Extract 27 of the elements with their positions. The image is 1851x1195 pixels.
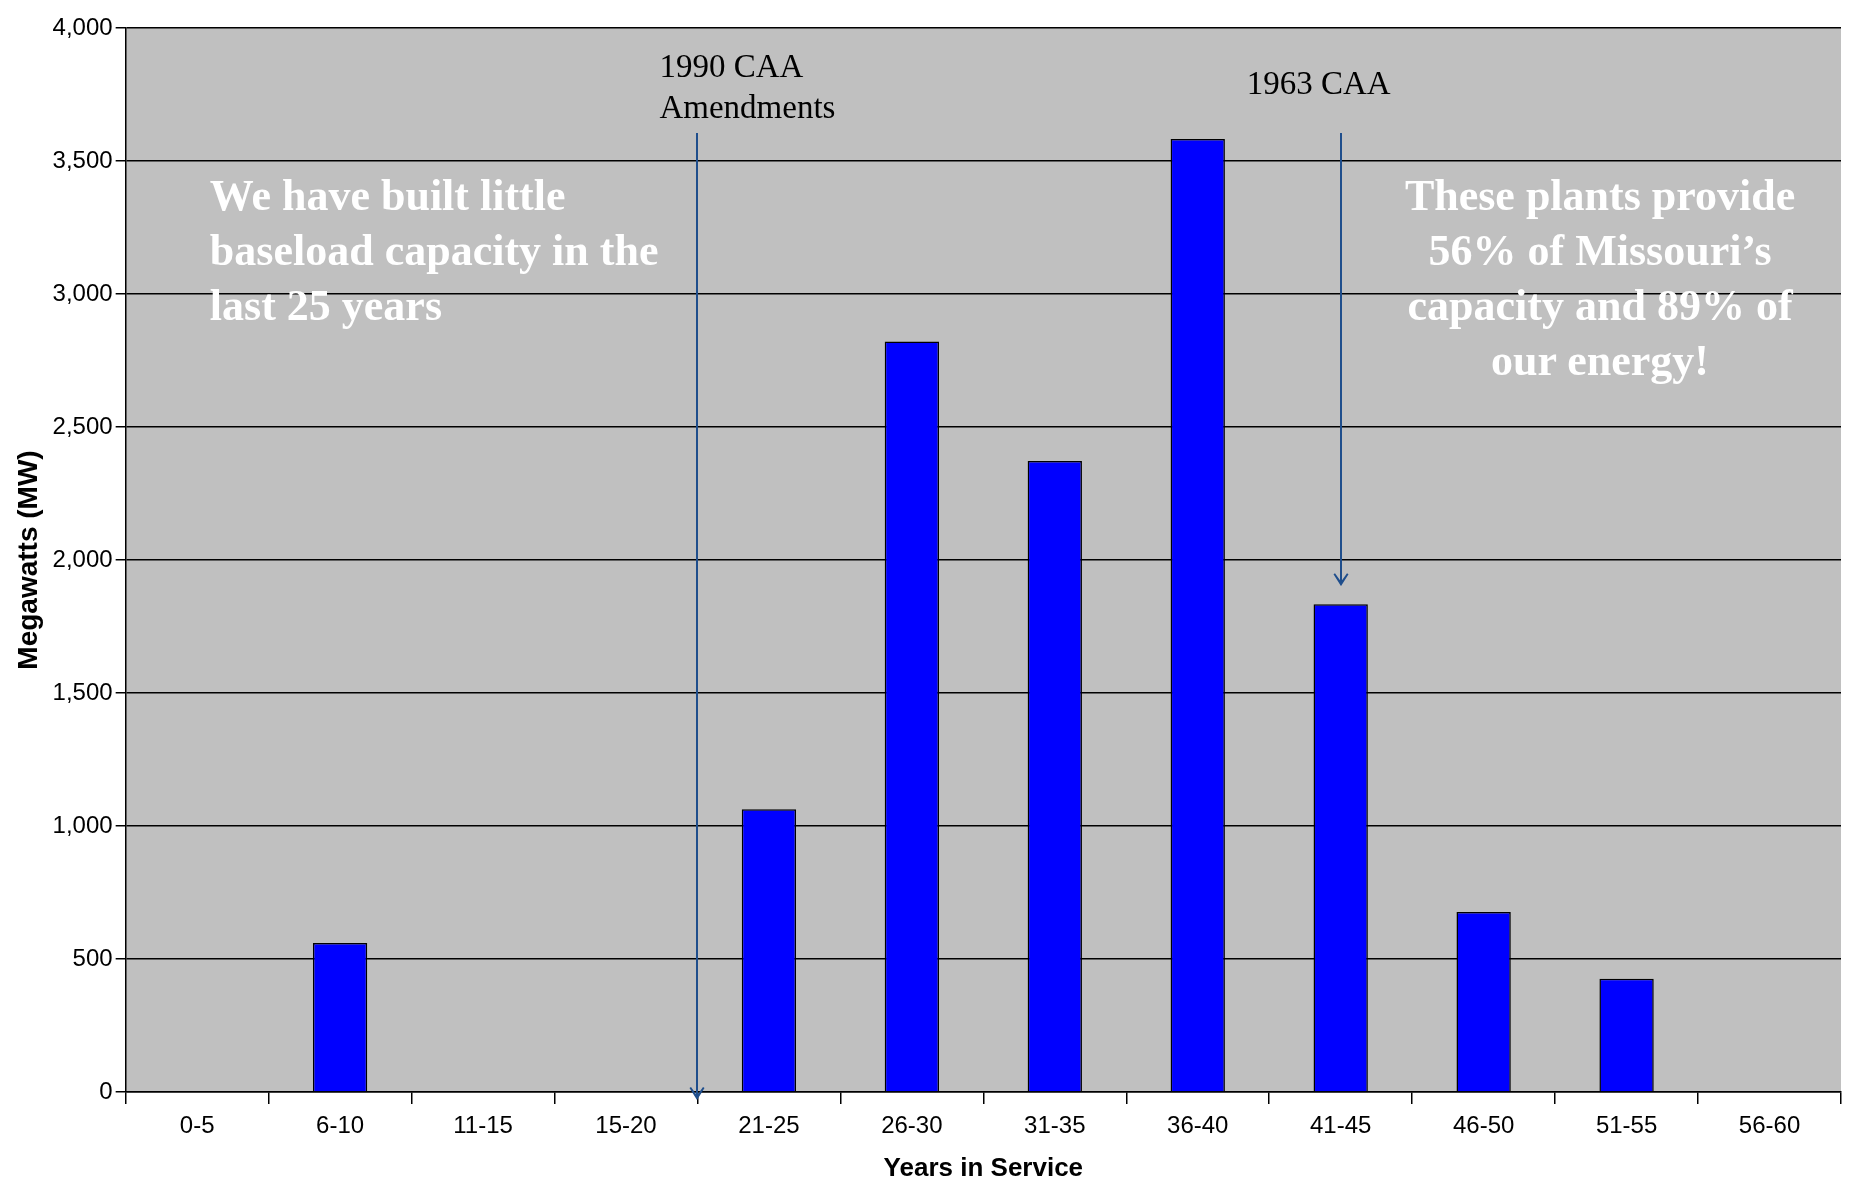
x-tick-label: 46-50: [1452, 1111, 1515, 1139]
x-tick-label: 21-25: [738, 1111, 800, 1139]
x-tick-label: 6-10: [316, 1111, 365, 1139]
y-tick-label: 3,000: [52, 278, 113, 306]
annotation: We have built little baseload capacity in the last 25 years: [209, 170, 660, 332]
y-tick-label: 2,000: [52, 544, 113, 572]
x-tick-label: 26-30: [881, 1111, 943, 1139]
x-tick-label: 0-5: [179, 1111, 215, 1139]
x-tick-label: 51-55: [1595, 1111, 1658, 1139]
x-tick-label: 36-40: [1167, 1111, 1229, 1139]
y-axis-title: Megawatts (MW): [11, 450, 43, 670]
y-tick-label: 500: [72, 943, 113, 971]
y-tick-label: 1,500: [52, 677, 113, 705]
y-tick-label: 1,000: [52, 810, 113, 838]
y-tick-label: 3,500: [52, 145, 113, 173]
x-tick-label: 31-35: [1024, 1111, 1086, 1139]
y-tick-label: 2,500: [52, 411, 113, 439]
x-tick-label: 41-45: [1310, 1111, 1372, 1139]
annotation: These plants provide 56% of Missouri’s capacity and 89% of our energy!: [1403, 170, 1797, 387]
x-tick-label: 11-15: [453, 1111, 513, 1139]
x-axis-title: Years in Service: [883, 1151, 1084, 1182]
y-tick-label: 4,000: [52, 12, 113, 40]
x-tick-label: 56-60: [1738, 1111, 1801, 1139]
annotation: 1990 CAA Amendments: [659, 47, 837, 128]
x-tick-label: 15-20: [595, 1111, 657, 1139]
annotation: 1963 CAA: [1246, 64, 1392, 103]
y-tick-label: 0: [99, 1076, 113, 1104]
